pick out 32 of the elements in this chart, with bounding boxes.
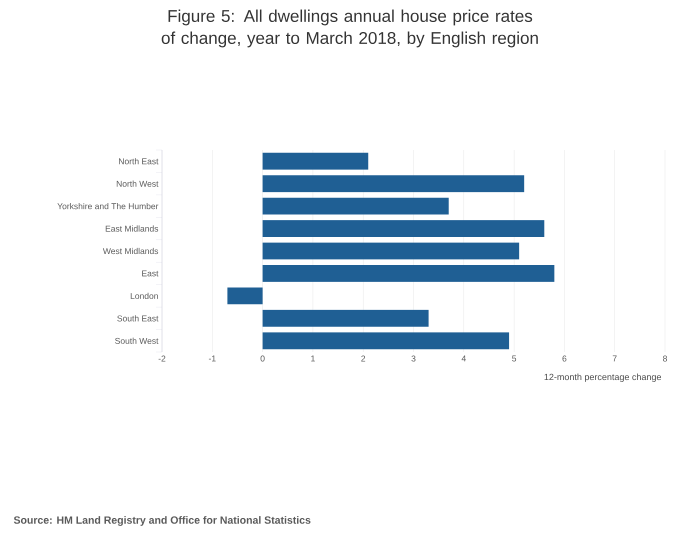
- y-tick-label: North West: [116, 180, 158, 187]
- bar: [262, 198, 449, 215]
- x-tick-label: -1: [208, 356, 216, 362]
- y-tick-label: London: [130, 292, 158, 300]
- x-tick-label: 7: [612, 356, 617, 362]
- bar: [262, 265, 554, 282]
- bar: [262, 220, 544, 237]
- x-tick-label: 3: [411, 356, 416, 362]
- x-tick-label: -2: [158, 356, 166, 362]
- bar: [262, 152, 368, 170]
- x-tick-label: 5: [512, 356, 516, 362]
- y-tick-label: West Midlands: [102, 248, 158, 254]
- y-tick-label: North East: [119, 158, 158, 164]
- y-tick-label: South East: [117, 315, 158, 322]
- bar: [262, 175, 524, 192]
- y-tick-label: Yorkshire and The Humber: [57, 202, 158, 210]
- y-tick-label: East Midlands: [106, 225, 158, 232]
- x-tick-label: 1: [311, 356, 315, 362]
- bar: [262, 242, 520, 260]
- bar: [227, 287, 263, 304]
- chart-title: Figure 5: All dwellings annual house price rates of change, year to March 2018, by English region: [162, 10, 538, 48]
- x-axis-title: 12-month percentage change: [544, 374, 662, 382]
- bar: [262, 310, 429, 327]
- x-tick-label: 0: [260, 356, 265, 362]
- y-tick-label: East: [142, 270, 158, 276]
- x-tick-label: 4: [462, 356, 466, 362]
- x-tick-label: 8: [663, 356, 668, 362]
- bar: [262, 332, 510, 350]
- y-tick-label: South West: [115, 338, 158, 344]
- x-tick-label: 6: [562, 356, 566, 362]
- source-note: Source: HM Land Registry and Office for National Statistics: [14, 516, 310, 526]
- x-tick-label: 2: [361, 356, 366, 362]
